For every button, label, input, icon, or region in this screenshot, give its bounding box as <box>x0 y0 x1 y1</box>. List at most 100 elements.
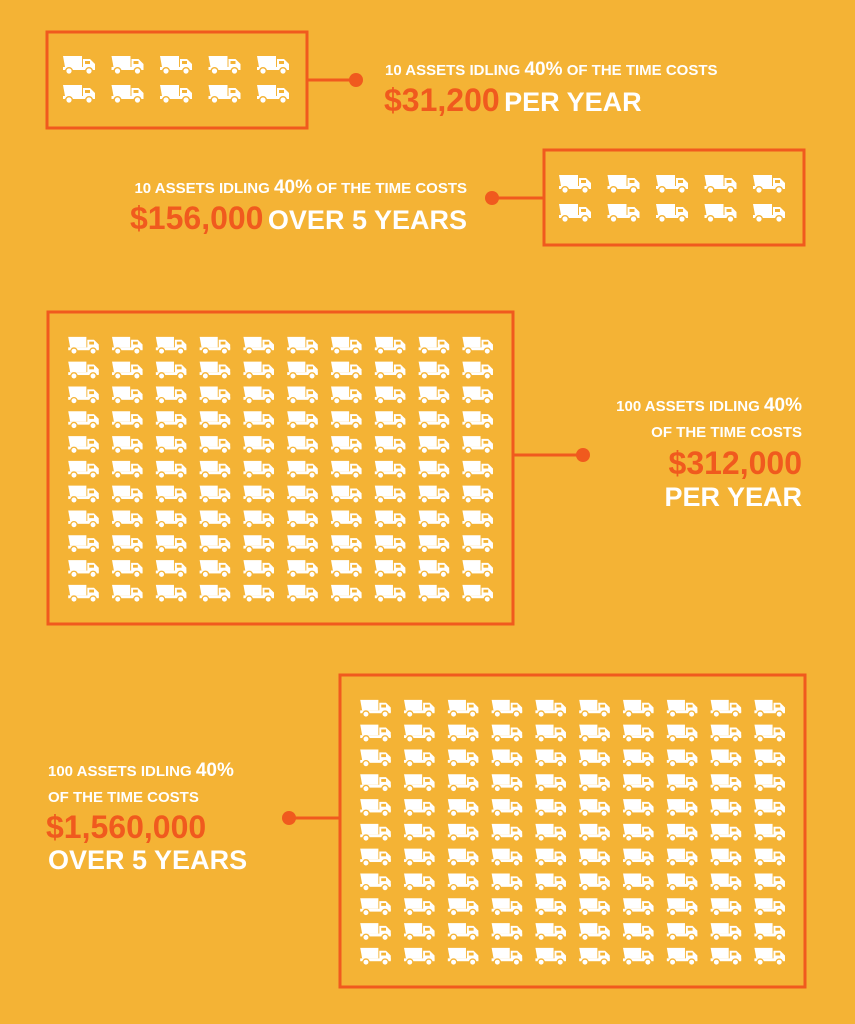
truck-icon <box>111 460 144 479</box>
truck-icon <box>534 773 567 793</box>
truck-icon <box>242 534 275 554</box>
truck-icon <box>461 435 494 455</box>
period: PER YEAR <box>504 87 642 117</box>
truck-icon <box>490 823 523 842</box>
truck-icon <box>753 798 786 818</box>
truck-icon <box>111 584 144 603</box>
truck-icon <box>242 435 275 455</box>
truck-icon <box>111 360 144 380</box>
truck-icon <box>198 534 231 554</box>
truck-icon <box>330 410 363 430</box>
truck-icon <box>417 435 450 455</box>
truck-icon <box>330 509 363 529</box>
truck-icon <box>534 798 567 818</box>
truck-icon <box>534 947 567 966</box>
truck-icon <box>359 699 392 718</box>
truck-icon <box>447 723 480 743</box>
truck-icon <box>622 847 655 867</box>
truck-icon <box>666 872 699 892</box>
truck-icon <box>286 534 319 554</box>
truck-icon <box>490 897 523 917</box>
caption-line: 100 ASSETS IDLING 40% <box>616 396 802 415</box>
truck-icon <box>447 823 480 842</box>
truck-icon <box>606 174 641 194</box>
truck-icon <box>330 460 363 479</box>
truck-icon <box>417 385 450 405</box>
dot <box>349 73 363 87</box>
amount: $312,000 <box>668 445 802 481</box>
truck-icon <box>666 748 699 768</box>
truck-icon <box>622 723 655 743</box>
truck-icon <box>374 435 407 455</box>
truck-icon <box>242 336 275 355</box>
truck-icon <box>242 410 275 430</box>
dots <box>282 73 590 825</box>
truck-icon <box>752 174 786 194</box>
dot <box>282 811 296 825</box>
truck-icon <box>461 559 494 579</box>
truck-icon <box>110 55 145 75</box>
truck-icon <box>709 872 742 892</box>
frame <box>542 148 806 247</box>
truck-icon <box>67 410 100 430</box>
truck-icon <box>709 773 742 793</box>
truck-icon <box>709 897 742 917</box>
truck-icon <box>359 847 392 867</box>
truck-icon <box>256 55 290 75</box>
truck-icon <box>403 897 436 917</box>
truck-icon <box>403 773 436 793</box>
percent: 40% <box>763 395 802 416</box>
truck-icon <box>67 360 100 380</box>
amount: $31,200 <box>384 82 500 118</box>
truck-icon <box>447 872 480 892</box>
truck-icon <box>578 922 611 942</box>
truck-icon <box>606 203 641 223</box>
truck-icon <box>490 947 523 966</box>
truck-icon <box>461 360 494 380</box>
truck-icon <box>447 947 480 966</box>
caption-line: OF THE TIME COSTS <box>651 425 802 440</box>
truck-icon <box>447 748 480 768</box>
caption-line: 10 ASSETS IDLING 40% OF THE TIME COSTS <box>385 60 718 79</box>
truck-icon <box>622 798 655 818</box>
truck-icon <box>666 947 699 966</box>
truck-icon <box>286 559 319 579</box>
truck-icon <box>198 435 231 455</box>
truck-icon <box>111 410 144 430</box>
truck-icon <box>374 509 407 529</box>
truck-icon <box>374 584 407 603</box>
truck-icon <box>111 336 144 355</box>
truck-icon <box>155 360 188 380</box>
truck-icon <box>461 484 494 504</box>
truck-icon <box>242 559 275 579</box>
truck-icon <box>155 484 188 504</box>
truck-icon <box>666 699 699 718</box>
lead: 10 ASSETS IDLING <box>134 180 270 197</box>
truck-icon <box>67 559 100 579</box>
truck-icon <box>753 847 786 867</box>
truck-icon <box>359 897 392 917</box>
truck-icon <box>461 460 494 479</box>
truck-icon <box>198 584 231 603</box>
truck-icon <box>534 823 567 842</box>
truck-icon <box>67 385 100 405</box>
truck-icon <box>447 773 480 793</box>
truck-icon <box>403 823 436 842</box>
truck-icon <box>709 922 742 942</box>
truck-icon <box>198 385 231 405</box>
truck-icon <box>417 584 450 603</box>
truck-icon <box>534 922 567 942</box>
truck-icon <box>490 699 523 718</box>
truck-icon <box>242 460 275 479</box>
dot <box>485 191 499 205</box>
truck-icon <box>709 723 742 743</box>
truck-icon <box>447 847 480 867</box>
truck-icon <box>703 174 738 194</box>
truck-icon <box>286 435 319 455</box>
truck-icon <box>330 360 363 380</box>
truck-icon <box>578 773 611 793</box>
truck-icon <box>286 336 319 355</box>
truck-icon <box>330 336 363 355</box>
frame <box>338 673 807 989</box>
